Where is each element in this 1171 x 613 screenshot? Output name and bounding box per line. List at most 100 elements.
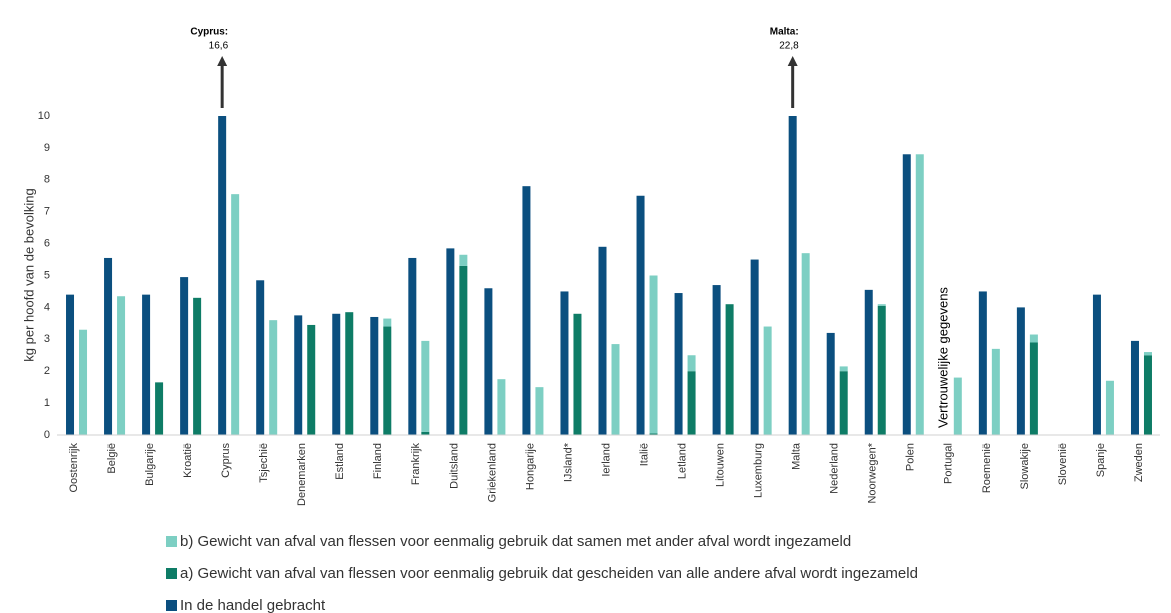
bar	[649, 433, 658, 435]
x-tick-label: Oostenrijk	[68, 443, 80, 493]
annotation-label: 16,6	[209, 41, 229, 52]
legend-swatch	[166, 600, 177, 611]
bar	[193, 297, 202, 435]
x-tick-label: Malta	[791, 442, 803, 470]
bar	[712, 285, 721, 435]
x-tick-label: Litouwen	[715, 443, 727, 487]
x-tick-label: Hongarije	[524, 443, 536, 490]
y-tick-label: 0	[44, 429, 50, 441]
bar	[1029, 342, 1038, 435]
bar	[79, 329, 88, 435]
x-tick-label: Italië	[638, 443, 650, 466]
bar	[915, 154, 924, 435]
y-tick-label: 2	[44, 365, 50, 377]
bar	[978, 291, 987, 435]
bar	[383, 326, 392, 435]
x-tick-label: Roemenië	[981, 443, 993, 493]
x-tick-label: Griekenland	[486, 443, 498, 502]
x-tick-label: Finland	[372, 443, 384, 479]
y-tick-label: 8	[44, 174, 50, 186]
bar	[725, 304, 734, 435]
bar	[180, 277, 189, 435]
x-tick-label: Bulgarije	[144, 443, 156, 486]
bar	[1143, 352, 1152, 356]
x-tick-label: Tsjechië	[258, 443, 270, 483]
bar	[484, 288, 493, 435]
x-tick-label: Polen	[905, 443, 917, 471]
bar	[687, 371, 696, 435]
bar	[1092, 294, 1101, 435]
x-tick-label: Estland	[334, 443, 346, 480]
x-tick-label: Ierland	[600, 443, 612, 477]
bar	[877, 305, 886, 435]
bar	[991, 348, 1000, 435]
bar	[66, 294, 75, 435]
bar	[788, 116, 797, 435]
bar	[383, 318, 392, 327]
x-tick-label: Kroatië	[182, 443, 194, 478]
x-tick-label: Portugal	[943, 443, 955, 484]
bar	[332, 313, 341, 435]
bar	[142, 294, 151, 435]
bar	[1105, 380, 1114, 435]
annotation-title: Malta:	[770, 27, 799, 38]
plot-area	[66, 116, 1152, 435]
x-tick-label: Spanje	[1095, 443, 1107, 477]
bar	[345, 312, 354, 435]
bar	[953, 377, 962, 435]
x-tick-label: Slowakije	[1019, 443, 1031, 489]
bar	[269, 320, 278, 435]
bar	[231, 194, 240, 435]
bar	[497, 379, 506, 435]
x-tick-label: IJsland*	[562, 442, 574, 482]
x-tick-label: Denemarken	[296, 443, 308, 506]
bar	[763, 326, 772, 435]
bar	[864, 289, 873, 435]
note: Vertrouwelijke gegevens	[935, 287, 950, 428]
bar	[155, 382, 164, 435]
bar	[560, 291, 569, 435]
y-tick-label: 1	[44, 397, 50, 409]
bar	[573, 313, 582, 435]
y-tick-label: 3	[44, 333, 50, 345]
bar	[826, 332, 835, 435]
bar	[446, 248, 455, 435]
bar	[459, 265, 468, 435]
bar	[877, 304, 886, 306]
bar	[421, 340, 430, 432]
annotation-title: Cyprus:	[190, 27, 228, 38]
bar	[256, 280, 265, 435]
y-tick-label: 5	[44, 269, 50, 281]
x-tick-label: Noorwegen*	[867, 442, 879, 503]
x-tick-label: België	[106, 443, 118, 474]
legend-swatch	[166, 536, 177, 547]
bar	[674, 293, 683, 435]
y-tick-label: 7	[44, 206, 50, 218]
bar	[902, 154, 911, 435]
bar	[839, 366, 848, 372]
x-tick-label: Cyprus	[220, 443, 232, 478]
bar	[801, 253, 810, 435]
legend-label: b) Gewicht van afval van flessen voor ee…	[180, 533, 851, 550]
bar	[611, 344, 620, 435]
bar	[598, 246, 607, 435]
y-tick-label: 9	[44, 142, 50, 154]
legend-label: a) Gewicht van afval van flessen voor ee…	[180, 565, 918, 582]
bar	[294, 315, 303, 435]
x-tick-label: Nederland	[829, 443, 841, 494]
arrow-head	[217, 56, 228, 66]
bar	[1016, 307, 1025, 435]
x-tick-label: Luxemburg	[753, 443, 765, 498]
bar	[218, 116, 227, 435]
bar	[307, 324, 316, 435]
bar	[117, 296, 126, 435]
x-tick-label: Duitsland	[448, 443, 460, 489]
bar	[370, 316, 379, 435]
bar	[649, 275, 658, 434]
x-tick-label: Letland	[676, 443, 688, 479]
bar	[535, 387, 544, 435]
bar	[459, 254, 468, 266]
bar	[687, 355, 696, 372]
bar	[1143, 355, 1152, 435]
bar	[104, 257, 113, 435]
